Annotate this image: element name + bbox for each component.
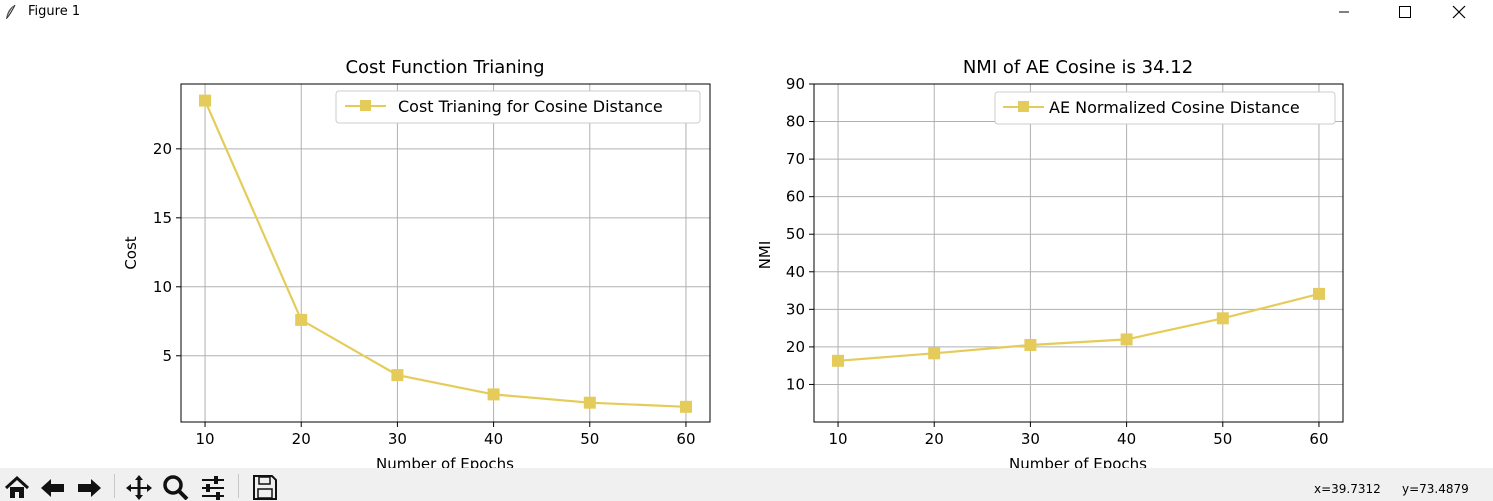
plot-frame xyxy=(180,83,711,423)
y-tick-label: 40 xyxy=(786,263,805,281)
data-point xyxy=(928,347,941,360)
y-axis-label: Cost xyxy=(122,236,140,269)
x-tick-label: 60 xyxy=(1309,430,1328,448)
data-point xyxy=(391,369,404,382)
x-tick-label: 50 xyxy=(1213,430,1232,448)
series-line xyxy=(837,292,1320,362)
y-tick-labels: 10 20 30 40 50 60 70 80 90 xyxy=(786,75,805,393)
y-tick-label: 20 xyxy=(153,140,172,158)
data-point xyxy=(1024,339,1037,351)
feather-icon xyxy=(6,4,16,19)
legend: Cost Trianing for Cosine Distance xyxy=(335,90,701,124)
x-tick-label: 40 xyxy=(484,430,503,448)
forward-arrow-icon[interactable] xyxy=(74,472,104,500)
legend-label: AE Normalized Cosine Distance xyxy=(1049,98,1300,117)
data-point xyxy=(583,396,596,409)
cursor-y-readout: y=73.4879 xyxy=(1402,482,1469,496)
chart-title: NMI of AE Cosine is 34.12 xyxy=(963,57,1193,78)
data-point xyxy=(832,354,844,367)
legend-marker xyxy=(360,100,371,111)
toolbar-separator xyxy=(114,474,115,498)
y-tick-label: 10 xyxy=(153,278,172,296)
data-point xyxy=(487,388,500,401)
data-point xyxy=(680,400,692,413)
window-title: Figure 1 xyxy=(28,4,81,19)
minimize-icon[interactable] xyxy=(1321,0,1367,24)
figure-canvas[interactable]: Cost Function Trianing 10 20 30 40 50 60 5 10 1… xyxy=(0,24,1493,473)
zoom-icon[interactable] xyxy=(160,472,190,500)
back-arrow-icon[interactable] xyxy=(38,472,68,500)
x-tick-label: 50 xyxy=(580,430,599,448)
x-tick-label: 40 xyxy=(1117,430,1136,448)
pan-icon[interactable] xyxy=(124,472,154,500)
chart-title: Cost Function Trianing xyxy=(345,57,544,78)
legend-label: Cost Trianing for Cosine Distance xyxy=(398,97,663,116)
figure-svg: Cost Function Trianing 10 20 30 40 50 60 5101… xyxy=(122,57,1344,473)
home-icon[interactable] xyxy=(2,472,32,500)
y-tick-label: 80 xyxy=(786,113,805,131)
x-tick-labels: 10 20 30 40 50 60 xyxy=(828,430,1328,448)
series-line xyxy=(203,100,687,408)
close-icon[interactable] xyxy=(1437,0,1483,24)
series-cost xyxy=(199,94,692,413)
title-bar: Figure 1 xyxy=(0,0,1493,24)
y-tick-label: 5 xyxy=(162,347,172,365)
x-tick-label: 10 xyxy=(195,430,214,448)
y-tick-label: 10 xyxy=(786,375,805,393)
data-point xyxy=(1313,287,1325,300)
data-point xyxy=(295,313,308,326)
y-tick-label: 30 xyxy=(786,300,805,318)
x-tick-label: 30 xyxy=(1021,430,1040,448)
y-axis-label: NMI xyxy=(756,241,774,270)
y-tick-label: 15 xyxy=(153,209,172,227)
series-nmi xyxy=(832,287,1325,367)
y-tick-labels: 5 10 15 20 xyxy=(153,140,172,365)
toolbar-separator xyxy=(238,474,239,498)
y-tick-label: 90 xyxy=(786,75,805,93)
x-tick-label: 20 xyxy=(292,430,311,448)
data-point xyxy=(199,94,211,107)
x-tick-label: 30 xyxy=(388,430,407,448)
data-point xyxy=(1120,333,1133,346)
subplot-nmi: NMI of AE Cosine is 34.12 10 20 30 40 50 60 1… xyxy=(756,57,1344,473)
navigation-toolbar: x=39.7312 y=73.4879 xyxy=(0,468,1493,501)
x-tick-labels: 10 20 30 40 50 60 xyxy=(195,430,695,448)
grid xyxy=(176,84,710,427)
y-tick-label: 60 xyxy=(786,188,805,206)
legend: AE Normalized Cosine Distance xyxy=(994,91,1336,125)
plot-frame xyxy=(813,83,1344,423)
subplot-cost: Cost Function Trianing 10 20 30 40 50 60 5101… xyxy=(122,57,711,473)
y-tick-label: 50 xyxy=(786,225,805,243)
grid xyxy=(809,83,1343,427)
y-tick-label: 20 xyxy=(786,338,805,356)
legend-marker xyxy=(1018,101,1029,112)
y-tick-label: 70 xyxy=(786,150,805,168)
cursor-x-readout: x=39.7312 xyxy=(1314,482,1381,496)
x-tick-label: 10 xyxy=(828,430,847,448)
x-axis-label: Number of Epochs xyxy=(376,455,514,468)
configure-subplots-icon[interactable] xyxy=(198,472,228,500)
x-tick-label: 20 xyxy=(925,430,944,448)
x-axis-label: Number of Epochs xyxy=(1009,455,1147,468)
save-icon[interactable] xyxy=(250,472,280,500)
data-point xyxy=(1216,312,1229,325)
maximize-icon[interactable] xyxy=(1382,0,1428,24)
x-tick-label: 60 xyxy=(676,430,695,448)
